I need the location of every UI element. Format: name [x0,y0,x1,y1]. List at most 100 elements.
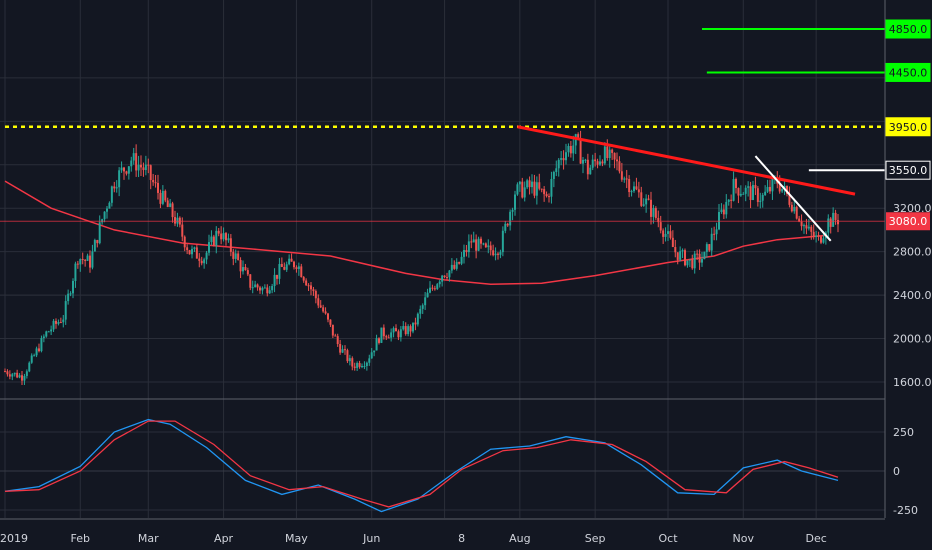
candle-body [295,267,298,270]
candle-body [208,242,210,253]
candle-body [501,230,504,253]
candle-body [676,252,679,260]
candle-body [314,291,317,299]
candle-body [254,284,257,288]
level-tag-4450[interactable] [885,62,931,82]
candle-body [543,189,546,195]
candle-body [637,189,640,193]
candle-body [147,164,150,166]
candle-body [310,285,312,290]
candle-body [344,349,346,351]
candle-body [489,245,492,251]
candle-body [13,372,16,375]
candle-body [52,320,55,330]
candle-body [671,237,674,247]
candle-body [560,158,563,160]
candle-body [822,238,825,243]
candle-body [647,198,650,200]
candle-body [793,206,796,212]
candle-body [55,320,57,324]
candle-body [290,258,293,262]
candle-body [645,198,648,205]
candle-body [47,331,50,333]
candle-body [23,375,26,381]
candle-body [232,251,235,259]
candle-body [205,252,208,260]
candle-body [161,190,164,204]
osc-tick-label: -250 [893,504,918,517]
candle-body [76,263,79,265]
candle-body [416,313,419,325]
candle-body [305,280,308,286]
candle-body [322,307,325,312]
candle-body [467,241,470,253]
candle-body [336,336,339,345]
candle-body [582,159,584,164]
candle-body [521,181,524,198]
level-tag-3550[interactable] [885,160,931,180]
candle-body [628,178,631,193]
candle-body [132,153,135,161]
trendline-red[interactable] [517,125,856,196]
candle-body [642,204,645,206]
price-tick-label: 2800.0 [893,246,932,259]
candle-body [429,287,431,293]
candle-body [565,152,567,161]
candle-body [482,243,485,245]
time-tick-label: Dec [805,532,826,545]
candle-body [652,208,655,217]
candle-body [754,185,757,189]
level-tag-label: 3550.0 [889,164,928,177]
candle-body [586,159,589,175]
candle-body [720,209,723,213]
candle-body [103,211,106,220]
candle-body [42,336,45,339]
candle-body [18,375,21,378]
candle-body [57,322,60,324]
candle-body [472,239,475,243]
candle-body [159,192,162,204]
candle-body [319,305,322,308]
candle-body [356,363,359,368]
candle-body [764,191,767,196]
candle-body [747,186,750,188]
candle-body [130,160,133,167]
candle-body [327,313,329,320]
candle-body [382,327,385,337]
candle-body [535,182,538,196]
candle-body [438,281,441,285]
time-tick-label: 8 [458,532,465,545]
candle-body [397,331,400,338]
candle-body [688,259,691,261]
candle-body [623,178,626,180]
candle-body [38,348,40,352]
candle-body [562,158,565,161]
candle-body [353,366,356,368]
candle-body [783,185,786,189]
level-tag-3950[interactable] [885,117,931,137]
level-tag-label: 3950.0 [889,121,928,134]
candle-body [781,188,784,192]
candle-body [820,236,822,243]
candle-body [533,181,536,196]
candle-body [339,344,342,353]
candle-body [273,274,276,287]
level-tag-4850[interactable] [885,19,931,39]
candle-body [834,212,837,220]
candle-body [805,225,808,229]
candle-body [584,159,587,161]
trendline-white[interactable] [754,155,832,242]
candle-body [506,223,509,226]
candle-body [317,298,320,306]
candle-body [470,241,473,243]
candle-body [484,243,487,248]
candle-body [363,366,366,368]
candle-body [718,212,720,230]
candle-body [433,288,436,290]
candle-body [404,326,407,335]
candle-body [769,186,771,192]
candle-body [365,362,368,367]
trendlines [517,125,856,242]
candle-body [74,263,77,281]
